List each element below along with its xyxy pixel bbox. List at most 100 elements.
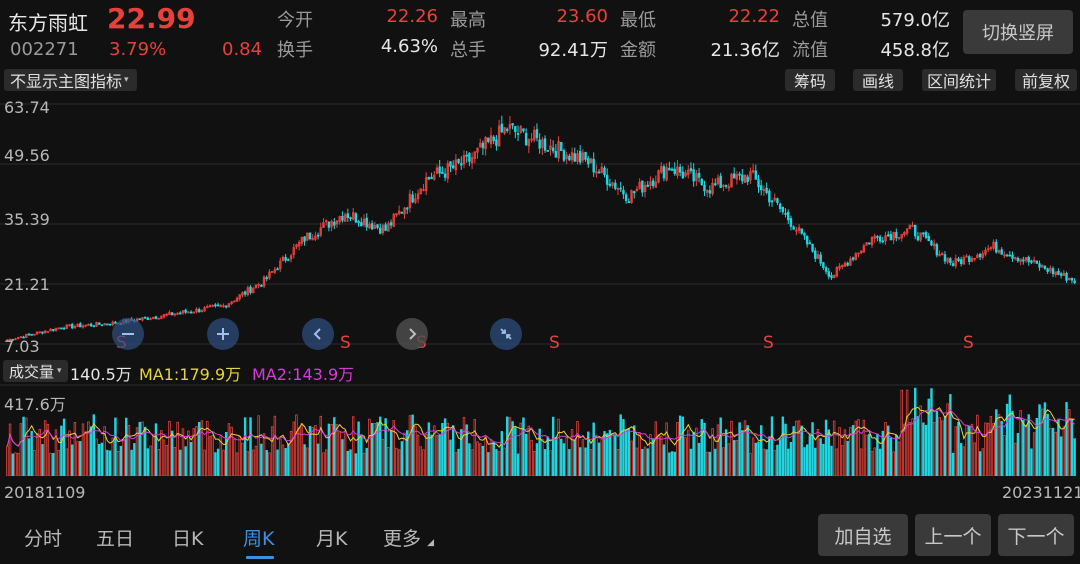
volume-ma2-line — [6, 407, 1075, 447]
volume-bar — [233, 438, 236, 476]
volume-bar — [241, 442, 244, 476]
volume-bar — [908, 422, 912, 476]
candlestick — [98, 322, 101, 325]
volume-chart[interactable] — [0, 384, 1080, 476]
candlestick — [654, 175, 658, 188]
volume-bar — [225, 432, 228, 476]
volume-bar — [254, 445, 258, 476]
candlestick — [524, 128, 528, 146]
candlestick — [392, 212, 395, 228]
volume-bar — [784, 423, 787, 476]
volume-bar — [668, 452, 671, 476]
volume-bar — [379, 416, 382, 476]
candlestick — [646, 180, 649, 188]
candlestick — [570, 147, 574, 164]
candlestick — [1003, 251, 1006, 259]
volume-bar — [1065, 402, 1068, 476]
volume-bar — [889, 437, 893, 476]
candlestick — [533, 126, 536, 143]
candlestick — [11, 338, 14, 341]
volume-bar — [87, 421, 90, 476]
volume-bar — [843, 429, 847, 476]
volume-bar — [1032, 432, 1036, 476]
candlestick — [635, 185, 639, 192]
tab-five-day[interactable]: 五日 — [96, 528, 135, 550]
candlestick — [76, 323, 79, 327]
scroll-left-button[interactable] — [302, 318, 334, 350]
volume-bar — [522, 417, 525, 476]
volume-bar — [1016, 432, 1020, 476]
change-percent: 3.79% — [109, 39, 167, 60]
volume-bar — [981, 448, 984, 476]
volume-bar — [741, 430, 744, 476]
forward-adjust-button[interactable]: 前复权 — [1015, 69, 1077, 91]
volume-bar — [997, 414, 1001, 476]
draw-line-button[interactable]: 画线 — [853, 69, 903, 91]
candlestick — [730, 172, 733, 188]
tab-daily-k[interactable]: 日K — [172, 528, 204, 550]
volume-bar — [462, 416, 466, 476]
candlestick — [1038, 260, 1041, 271]
candlestick — [535, 123, 539, 142]
volume-bar — [273, 415, 277, 476]
collapse-button[interactable] — [490, 318, 522, 350]
volume-bar — [697, 442, 701, 476]
volume-bar — [6, 445, 9, 476]
candlestick — [889, 230, 893, 241]
candlestick — [727, 183, 731, 192]
interval-stats-button[interactable]: 区间统计 — [922, 69, 996, 91]
candlestick — [195, 307, 198, 314]
volume-bar — [570, 429, 574, 476]
volume-bar — [306, 447, 309, 476]
volume-bar — [670, 451, 674, 476]
main-indicator-dropdown[interactable]: 不显示主图指标 ▾ — [4, 69, 137, 91]
candlestick — [87, 323, 90, 326]
candlestick-chart[interactable] — [0, 92, 1080, 354]
tab-intraday[interactable]: 分时 — [24, 528, 63, 550]
next-stock-button[interactable]: 下一个 — [998, 514, 1074, 556]
volume-bar — [749, 452, 752, 476]
candlestick — [338, 215, 341, 225]
quote-value: 4.63% — [380, 36, 438, 57]
candlestick — [846, 261, 849, 267]
volume-bar — [976, 414, 979, 476]
candlestick — [427, 176, 431, 181]
candlestick — [314, 231, 317, 241]
zoom-in-button[interactable] — [207, 318, 239, 350]
volume-bar — [841, 445, 844, 476]
candlestick — [543, 135, 547, 153]
volume-bar — [433, 425, 436, 476]
candlestick — [627, 198, 631, 204]
tab-more[interactable]: 更多 ◢ — [383, 524, 434, 551]
volume-bar — [943, 415, 947, 476]
tab-monthly-k[interactable]: 月K — [316, 528, 348, 550]
previous-stock-button[interactable]: 上一个 — [915, 514, 991, 556]
volume-indicator-dropdown[interactable]: 成交量 ▾ — [3, 360, 68, 382]
volume-bar — [430, 434, 433, 476]
volume-bar — [365, 447, 368, 476]
tab-weekly-k[interactable]: 周K — [243, 528, 275, 550]
volume-bar — [35, 433, 39, 476]
scroll-right-button[interactable] — [396, 318, 428, 350]
volume-bar — [941, 420, 944, 476]
candlestick — [79, 322, 82, 328]
volume-bar — [168, 420, 171, 476]
volume-bar — [414, 425, 417, 476]
volume-bar — [946, 403, 949, 476]
zoom-out-button[interactable] — [112, 318, 144, 350]
candlestick — [227, 302, 231, 308]
volume-bar — [608, 429, 612, 476]
candlestick — [708, 185, 712, 198]
add-watchlist-button[interactable]: 加自选 — [818, 514, 908, 556]
candlestick — [252, 286, 255, 294]
candlestick — [943, 251, 947, 265]
chips-button[interactable]: 筹码 — [785, 69, 835, 91]
volume-bar — [376, 422, 379, 476]
candlestick — [870, 236, 874, 248]
candlestick — [146, 316, 150, 320]
candlestick — [292, 243, 295, 259]
volume-bar — [684, 437, 687, 476]
volume-bar — [8, 423, 12, 476]
volume-bar — [1059, 436, 1063, 476]
switch-portrait-button[interactable]: 切换竖屏 — [963, 10, 1073, 54]
